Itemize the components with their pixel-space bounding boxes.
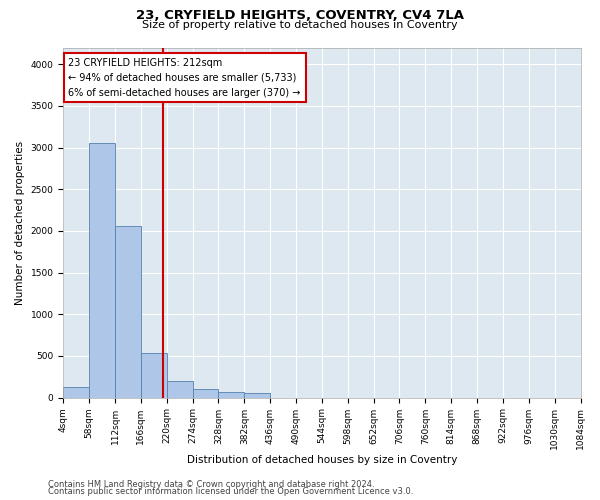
Text: Contains public sector information licensed under the Open Government Licence v3: Contains public sector information licen…: [48, 487, 413, 496]
Bar: [89, 144, 115, 398]
Bar: [167, 381, 193, 398]
Bar: [244, 393, 270, 398]
Bar: [63, 387, 89, 398]
Bar: [218, 392, 244, 398]
Bar: [141, 354, 167, 398]
Bar: [115, 226, 141, 398]
Bar: [193, 389, 218, 398]
Text: 23 CRYFIELD HEIGHTS: 212sqm
← 94% of detached houses are smaller (5,733)
6% of s: 23 CRYFIELD HEIGHTS: 212sqm ← 94% of det…: [68, 58, 301, 98]
X-axis label: Distribution of detached houses by size in Coventry: Distribution of detached houses by size …: [187, 455, 457, 465]
Y-axis label: Number of detached properties: Number of detached properties: [15, 140, 25, 304]
Text: Contains HM Land Registry data © Crown copyright and database right 2024.: Contains HM Land Registry data © Crown c…: [48, 480, 374, 489]
Text: Size of property relative to detached houses in Coventry: Size of property relative to detached ho…: [142, 20, 458, 30]
Text: 23, CRYFIELD HEIGHTS, COVENTRY, CV4 7LA: 23, CRYFIELD HEIGHTS, COVENTRY, CV4 7LA: [136, 9, 464, 22]
